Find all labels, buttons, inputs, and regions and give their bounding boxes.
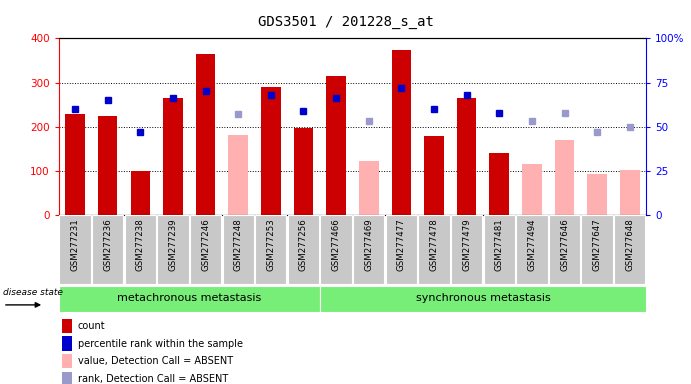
Bar xyxy=(549,215,580,284)
Bar xyxy=(326,76,346,215)
Bar xyxy=(59,286,320,311)
Text: GSM277481: GSM277481 xyxy=(495,218,504,271)
Text: GSM277248: GSM277248 xyxy=(234,218,243,271)
Bar xyxy=(65,114,85,215)
Text: GDS3501 / 201228_s_at: GDS3501 / 201228_s_at xyxy=(258,15,433,29)
Text: GSM277646: GSM277646 xyxy=(560,218,569,271)
Text: GSM277648: GSM277648 xyxy=(625,218,634,271)
Bar xyxy=(59,215,91,284)
Bar xyxy=(359,161,379,215)
Bar xyxy=(418,215,450,284)
Bar xyxy=(196,54,216,215)
Text: GSM277469: GSM277469 xyxy=(364,218,373,271)
Bar xyxy=(124,215,156,284)
Bar xyxy=(131,171,150,215)
Bar xyxy=(61,319,73,333)
Bar xyxy=(522,164,542,215)
Text: GSM277477: GSM277477 xyxy=(397,218,406,271)
Bar xyxy=(287,215,319,284)
Bar xyxy=(294,129,313,215)
Text: rank, Detection Call = ABSENT: rank, Detection Call = ABSENT xyxy=(77,374,228,384)
Bar xyxy=(61,372,73,384)
Bar xyxy=(424,136,444,215)
Bar xyxy=(98,116,117,215)
Bar xyxy=(484,215,515,284)
Bar xyxy=(353,215,384,284)
Text: metachronous metastasis: metachronous metastasis xyxy=(117,293,261,303)
Text: GSM277239: GSM277239 xyxy=(169,218,178,271)
Bar xyxy=(516,215,547,284)
Bar xyxy=(190,215,221,284)
Text: GSM277246: GSM277246 xyxy=(201,218,210,271)
Text: GSM277478: GSM277478 xyxy=(430,218,439,271)
Bar xyxy=(229,135,248,215)
Text: GSM277494: GSM277494 xyxy=(527,218,536,271)
Text: GSM277238: GSM277238 xyxy=(136,218,145,271)
Bar xyxy=(61,354,73,368)
Bar xyxy=(92,215,123,284)
Bar xyxy=(451,215,482,284)
Bar xyxy=(223,215,254,284)
Bar xyxy=(321,215,352,284)
Bar xyxy=(620,170,640,215)
Bar xyxy=(457,98,476,215)
Bar xyxy=(320,286,646,311)
Bar xyxy=(61,336,73,351)
Text: value, Detection Call = ABSENT: value, Detection Call = ABSENT xyxy=(77,356,233,366)
Text: synchronous metastasis: synchronous metastasis xyxy=(415,293,550,303)
Text: GSM277253: GSM277253 xyxy=(266,218,275,271)
Bar xyxy=(489,153,509,215)
Text: GSM277256: GSM277256 xyxy=(299,218,308,271)
Bar xyxy=(386,215,417,284)
Text: GSM277231: GSM277231 xyxy=(70,218,79,271)
Bar xyxy=(614,215,645,284)
Text: percentile rank within the sample: percentile rank within the sample xyxy=(77,339,243,349)
Bar xyxy=(163,98,182,215)
Text: GSM277479: GSM277479 xyxy=(462,218,471,271)
Bar xyxy=(555,140,574,215)
Bar xyxy=(392,50,411,215)
Text: GSM277647: GSM277647 xyxy=(593,218,602,271)
Bar xyxy=(261,87,281,215)
Bar xyxy=(158,215,189,284)
Text: GSM277466: GSM277466 xyxy=(332,218,341,271)
Text: disease state: disease state xyxy=(3,288,63,297)
Bar xyxy=(581,215,613,284)
Bar xyxy=(587,174,607,215)
Text: count: count xyxy=(77,321,105,331)
Bar xyxy=(255,215,287,284)
Text: GSM277236: GSM277236 xyxy=(103,218,112,271)
